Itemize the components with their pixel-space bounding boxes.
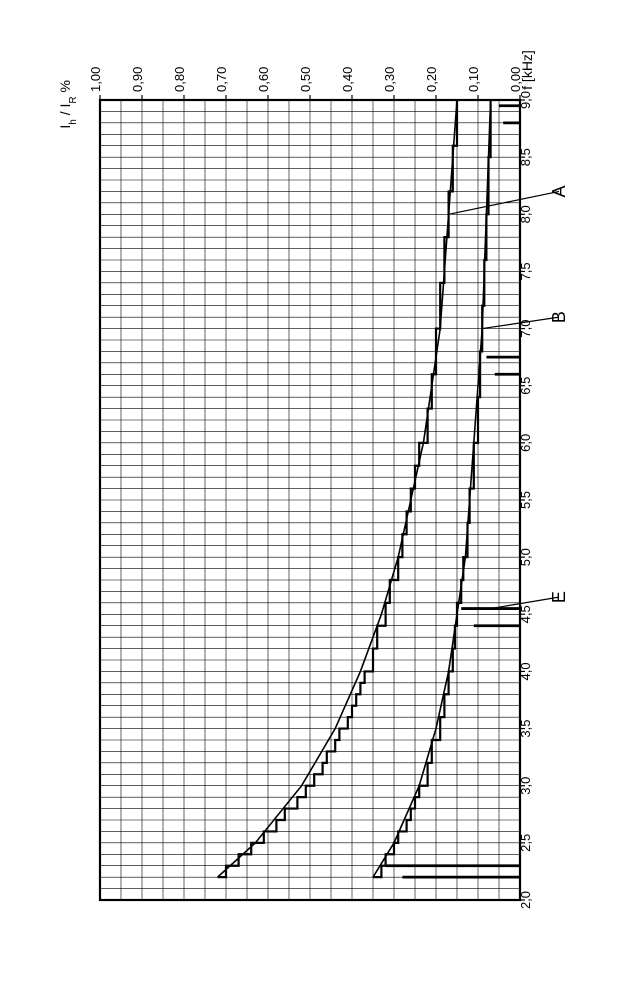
x-axis-label: f [kHz] — [519, 50, 535, 90]
y-tick-label: 0,80 — [172, 67, 187, 92]
y-tick-label: 0,60 — [256, 67, 271, 92]
y-tick-label: 0,70 — [214, 67, 229, 92]
y-axis-label: Ih / IR % — [57, 80, 79, 129]
annotation-label-B: B — [549, 311, 569, 323]
y-tick-label: 0,10 — [466, 67, 481, 92]
y-tick-label: 0,40 — [340, 67, 355, 92]
chart-container: 0,000,100,200,300,400,500,600,700,800,90… — [20, 20, 598, 980]
y-tick-label: 0,20 — [424, 67, 439, 92]
harmonic-chart: 0,000,100,200,300,400,500,600,700,800,90… — [20, 20, 598, 980]
annotation-label-E: E — [549, 591, 569, 603]
y-tick-label: 0,90 — [130, 67, 145, 92]
annotation-label-A: A — [549, 185, 569, 197]
y-tick-label: 0,30 — [382, 67, 397, 92]
y-tick-label: 1,00 — [88, 67, 103, 92]
y-tick-label: 0,50 — [298, 67, 313, 92]
